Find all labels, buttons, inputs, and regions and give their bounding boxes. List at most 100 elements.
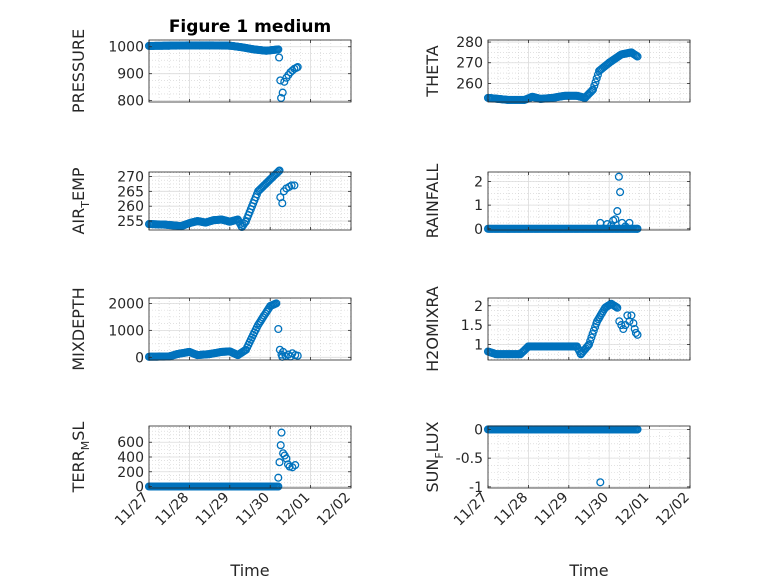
data-point bbox=[278, 199, 287, 208]
data-point bbox=[287, 181, 296, 190]
y-axis-label-subscript: M bbox=[79, 441, 92, 451]
y-axis-label: PRESSURE bbox=[69, 29, 88, 113]
data-point bbox=[291, 461, 300, 470]
x-axis-label: Time bbox=[568, 561, 608, 580]
data-point bbox=[275, 53, 284, 62]
data-point bbox=[273, 168, 282, 177]
data-point bbox=[584, 340, 594, 349]
x-axis-label: Time bbox=[229, 561, 269, 580]
data-point bbox=[274, 167, 283, 176]
y-tick-label: 200 bbox=[117, 465, 144, 481]
data-point bbox=[293, 62, 302, 72]
data-point bbox=[611, 215, 620, 224]
y-axis-label-rest: EMP bbox=[69, 167, 88, 201]
y-tick-label: 800 bbox=[117, 94, 144, 110]
y-axis-label-rest: SL bbox=[69, 422, 88, 441]
y-tick-label: 260 bbox=[117, 199, 144, 215]
y-tick-label: 0 bbox=[135, 480, 144, 496]
data-point bbox=[280, 77, 289, 86]
y-tick-label: 270 bbox=[117, 169, 144, 185]
subplot-pressure: 800 900 1000 PRESSURE Figure 1 medium bbox=[69, 17, 352, 113]
y-tick-label: 270 bbox=[456, 56, 483, 72]
data-point bbox=[587, 333, 596, 342]
data-point bbox=[274, 482, 283, 491]
y-tick-label: 0 bbox=[135, 350, 144, 366]
data-series bbox=[483, 425, 642, 487]
data-point bbox=[603, 220, 612, 229]
data-point bbox=[593, 70, 602, 79]
axes-box bbox=[487, 171, 691, 231]
data-point bbox=[590, 81, 599, 90]
data-point bbox=[613, 303, 622, 312]
data-series bbox=[483, 299, 642, 359]
data-point bbox=[631, 328, 640, 337]
data-point bbox=[588, 86, 597, 95]
data-point bbox=[614, 172, 623, 181]
y-tick-label: -1 bbox=[469, 480, 483, 496]
data-point bbox=[586, 87, 596, 96]
data-point bbox=[584, 341, 593, 350]
subplot-mixdepth: 0 1000 2000 MIXDEPTH bbox=[69, 287, 352, 371]
axes-box bbox=[148, 39, 352, 103]
data-point bbox=[596, 478, 605, 487]
data-point bbox=[290, 181, 299, 190]
data-point bbox=[617, 321, 626, 330]
data-point bbox=[589, 326, 598, 335]
y-tick-label: 1.5 bbox=[461, 318, 483, 334]
y-axis-label-main: TERR bbox=[69, 450, 88, 493]
data-point bbox=[619, 324, 628, 334]
data-point bbox=[274, 324, 283, 334]
data-series bbox=[483, 48, 642, 104]
axes-box bbox=[148, 171, 352, 231]
data-point bbox=[272, 299, 281, 308]
y-axis-label: H2OMIXRA bbox=[423, 286, 442, 372]
data-point bbox=[277, 93, 286, 103]
y-axis-label: THETA bbox=[423, 45, 442, 97]
chart-title: Figure 1 medium bbox=[169, 17, 331, 37]
subplot-h2omixra: 1 1.5 2 H2OMIXRA bbox=[423, 286, 691, 372]
y-tick-label: 2000 bbox=[108, 296, 144, 312]
data-point bbox=[275, 458, 284, 467]
data-point bbox=[276, 441, 285, 450]
plot-area bbox=[488, 172, 690, 230]
y-tick-label: 1000 bbox=[108, 40, 144, 56]
subplot-rainfall: 0 1 2 RAINFALL bbox=[423, 164, 691, 239]
axes-box bbox=[487, 425, 691, 489]
data-point bbox=[629, 319, 638, 328]
data-point bbox=[607, 221, 616, 230]
y-tick-label: 1 bbox=[474, 338, 483, 354]
data-point bbox=[625, 218, 634, 227]
y-axis-label-main: AIR bbox=[69, 208, 88, 235]
y-axis-label: RAINFALL bbox=[423, 164, 442, 239]
y-tick-label: 260 bbox=[456, 76, 483, 92]
data-point bbox=[274, 45, 283, 54]
y-axis-label: MIXDEPTH bbox=[69, 287, 88, 370]
y-axis-label-main: SUN bbox=[423, 459, 442, 493]
y-axis-label-subscript: F bbox=[433, 452, 446, 458]
y-tick-label: 2 bbox=[474, 299, 483, 315]
y-axis-label: TERRMSL bbox=[69, 422, 92, 494]
y-tick-label: 0 bbox=[474, 222, 483, 238]
subplot-theta: 260 270 280 THETA bbox=[423, 35, 691, 104]
axes-box bbox=[487, 39, 691, 103]
data-point bbox=[613, 207, 622, 216]
axes-box bbox=[148, 297, 352, 361]
y-tick-label: 1000 bbox=[108, 323, 144, 339]
data-point bbox=[633, 224, 642, 233]
y-tick-label: 0 bbox=[474, 422, 483, 438]
data-point bbox=[277, 428, 286, 437]
data-point bbox=[582, 342, 592, 351]
y-tick-label: 280 bbox=[456, 35, 483, 51]
data-point bbox=[278, 88, 287, 97]
data-point bbox=[592, 74, 601, 83]
y-axis-label-subscript: T bbox=[79, 201, 92, 209]
data-point bbox=[633, 52, 642, 61]
y-tick-label: 600 bbox=[117, 435, 144, 451]
data-point bbox=[616, 188, 625, 197]
data-point bbox=[627, 311, 636, 320]
y-tick-label: 900 bbox=[117, 67, 144, 83]
y-axis-label: SUNFLUX bbox=[423, 421, 446, 492]
